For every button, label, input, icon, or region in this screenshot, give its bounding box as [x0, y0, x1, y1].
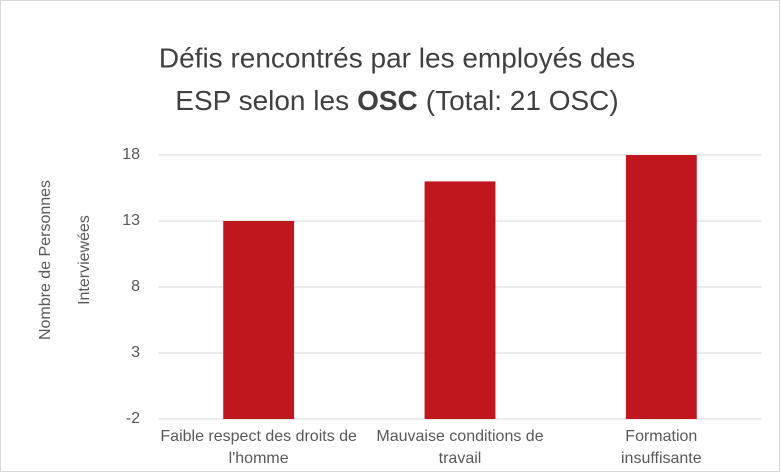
y-tick-label: 13 — [122, 212, 140, 229]
bar — [625, 155, 697, 419]
x-tick-label: Faible respect des droits de l'homme — [160, 428, 357, 467]
y-tick-label: 3 — [131, 344, 140, 361]
y-axis-label: Interviewées — [76, 215, 93, 305]
y-tick-label: -2 — [126, 410, 140, 427]
y-tick-label: 18 — [122, 146, 140, 163]
x-tick-label-box: Formation insuffisante — [620, 428, 702, 467]
chart-title: (Total: 21 OSC) — [426, 85, 619, 116]
bar — [424, 181, 496, 419]
y-axis-label: Nombre de Personnes — [37, 180, 54, 340]
chart-title: Défis rencontrés par les employés des — [159, 42, 635, 73]
y-tick-label: 8 — [131, 278, 140, 295]
x-tick-label-box: Mauvaise conditions de travail — [376, 428, 544, 467]
x-tick-label: Mauvaise conditions de travail — [376, 428, 544, 467]
chart-title: ESP selon les OSC (Total: 21 OSC) — [175, 85, 618, 116]
x-tick-label: Formation insuffisante — [620, 428, 702, 467]
x-tick-label-box: Faible respect des droits de l'homme — [160, 428, 357, 467]
chart-title: ESP selon les — [175, 85, 349, 116]
bar — [223, 221, 295, 419]
chart-title: OSC — [357, 85, 418, 116]
